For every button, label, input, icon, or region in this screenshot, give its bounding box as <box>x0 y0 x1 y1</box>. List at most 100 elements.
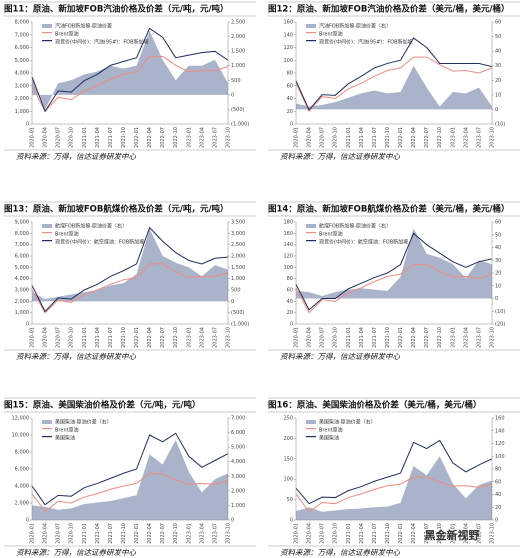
y-tick-label: 8,000 <box>15 450 29 456</box>
legend-label: 美国柴油 <box>55 435 75 442</box>
source-note: 资料来源：万得，信达证券研发中心 <box>280 152 400 161</box>
x-tick-label: 2021-10 <box>121 327 127 348</box>
x-tick-label: 2020-07 <box>56 127 62 148</box>
x-tick-label: 2022-04 <box>411 127 417 148</box>
x-tick-label: 2020-10 <box>69 327 75 348</box>
chart-title: 图15：原油、美国柴油价格及价差（元/吨，元/吨） <box>4 400 201 411</box>
y-tick-label: 7,000 <box>15 242 29 248</box>
legend-label: 汽油FOB新加坡-原油价差（右） <box>319 23 391 30</box>
legend-swatch <box>306 232 316 234</box>
y2-tick-label: 140 <box>495 428 505 434</box>
legend-swatch <box>42 240 52 242</box>
x-tick-label: 2022-01 <box>398 127 404 148</box>
legend-label: Brent原油 <box>319 231 343 238</box>
legend-label: Brent原油 <box>319 427 343 434</box>
x-tick-label: 2022-10 <box>173 523 179 544</box>
y-tick-label: 2,000 <box>15 501 29 507</box>
legend-swatch <box>42 232 52 234</box>
y-tick-label: 12,000 <box>12 416 30 422</box>
x-tick-label: 2020-04 <box>43 523 49 544</box>
legend-label: 现货价(中间价)：航空煤油：FOB新加坡 <box>55 239 144 246</box>
x-tick-label: 2023-01 <box>450 523 456 544</box>
y-tick-label: 140 <box>283 242 293 248</box>
x-tick-label: 2020-07 <box>320 127 326 148</box>
x-tick-label: 2020-10 <box>69 127 75 148</box>
legend-swatch <box>306 436 316 438</box>
legend-swatch <box>306 428 316 430</box>
legend-swatch <box>42 428 52 430</box>
x-tick-label: 2023-10 <box>490 523 496 544</box>
y-tick-label: 3,000 <box>15 288 29 294</box>
x-tick-label: 2022-10 <box>173 127 179 148</box>
y-tick-label: 1,000 <box>15 109 29 115</box>
x-tick-label: 2021-01 <box>346 523 352 544</box>
legend-label: 现货价(中间价)：汽油(95#)：FOB新加坡 <box>55 39 149 46</box>
x-tick-label: 2020-04 <box>307 327 313 348</box>
x-tick-label: 2021-01 <box>82 523 88 544</box>
y-tick-label: 4,000 <box>15 71 29 77</box>
x-tick-label: 2021-04 <box>359 523 365 544</box>
price-line <box>31 263 229 314</box>
y2-tick-label: 60 <box>495 479 501 485</box>
x-tick-label: 2020-10 <box>333 327 339 348</box>
y-tick-label: 20 <box>287 109 293 115</box>
y-tick-label: 80 <box>287 71 293 77</box>
x-tick-label: 2023-01 <box>450 127 456 148</box>
source-note: 资料来源：万得，信达证券研发中心 <box>16 352 136 361</box>
legend-swatch <box>306 40 316 42</box>
x-tick-label: 2021-07 <box>108 523 114 544</box>
y-tick-label: 100 <box>283 477 293 483</box>
y-tick-label: 80 <box>287 276 293 282</box>
y-tick-label: 200 <box>283 436 293 442</box>
legend-label: Brent原油 <box>55 231 79 238</box>
chart-title: 图11：原油、新加坡FOB汽油价格及价差（元/吨，元/吨） <box>4 4 229 15</box>
chart-title: 图16：原油、美国柴油价格及价差（美元/桶，美元/桶） <box>268 400 482 411</box>
price-line <box>31 226 229 313</box>
y2-tick-label: (1,000) <box>231 122 249 128</box>
y-tick-label: 160 <box>283 231 293 237</box>
y-tick-label: 0 <box>26 322 29 328</box>
legend-label: 现货价(中间价)：航空煤油：FOB新加坡 <box>319 239 408 246</box>
y-tick-label: 8,000 <box>15 20 29 26</box>
chart-title: 图14：原油、新加坡FOB航煤价格及价差（美元/桶，美元/桶） <box>268 204 510 215</box>
x-tick-label: 2023-04 <box>199 523 205 544</box>
source-note: 资料来源：万得，信达证券研发中心 <box>16 152 136 161</box>
x-tick-label: 2023-07 <box>476 523 482 544</box>
y-tick-label: 60 <box>287 288 293 294</box>
x-tick-label: 2020-04 <box>307 127 313 148</box>
y2-tick-label: 40 <box>495 49 501 55</box>
spread-area <box>32 439 228 520</box>
legend-label: Brent原油 <box>55 427 79 434</box>
legend-label: 航煤FOB新加坡-原油价差（右） <box>55 223 127 230</box>
legend-swatch <box>306 240 316 242</box>
y-tick-label: 0 <box>290 122 293 128</box>
x-tick-label: 2021-07 <box>108 127 114 148</box>
x-tick-label: 2021-07 <box>372 327 378 348</box>
x-tick-label: 2021-04 <box>95 127 101 148</box>
y-tick-label: 40 <box>287 299 293 305</box>
y-tick-label: 150 <box>283 456 293 462</box>
x-tick-label: 2020-10 <box>69 523 75 544</box>
x-tick-label: 2020-01 <box>30 327 36 348</box>
legend-label: 美国柴油-原油价差（右） <box>319 419 376 426</box>
x-tick-label: 2023-01 <box>186 327 192 348</box>
x-tick-label: 2021-10 <box>121 523 127 544</box>
y2-tick-label: 0 <box>231 299 234 305</box>
x-tick-label: 2021-04 <box>359 127 365 148</box>
legend-label: 现货价(中间价)：汽油(95#)：FOB新加坡 <box>319 39 413 46</box>
y2-tick-label: 1,000 <box>231 503 245 509</box>
y2-tick-label: 20 <box>495 271 501 277</box>
x-tick-label: 2020-04 <box>307 523 313 544</box>
y2-tick-label: 120 <box>495 441 505 447</box>
x-tick-label: 2022-01 <box>134 127 140 148</box>
y2-tick-label: 30 <box>495 63 501 69</box>
x-tick-label: 2023-10 <box>490 327 496 348</box>
x-tick-label: 2023-04 <box>463 327 469 348</box>
y2-tick-label: 3,500 <box>231 220 245 226</box>
y2-tick-label: 80 <box>495 467 501 473</box>
spread-area <box>296 456 492 520</box>
price-line <box>31 55 229 113</box>
x-tick-label: 2020-10 <box>333 127 339 148</box>
